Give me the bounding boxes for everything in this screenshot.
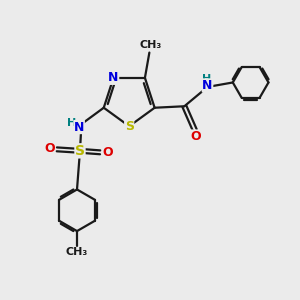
Text: S: S: [75, 144, 85, 158]
Text: O: O: [190, 130, 201, 143]
Text: N: N: [202, 79, 213, 92]
Text: H: H: [67, 118, 76, 128]
Text: H: H: [202, 74, 212, 84]
Text: O: O: [44, 142, 55, 155]
Text: O: O: [102, 146, 113, 159]
Text: S: S: [125, 120, 134, 133]
Text: CH₃: CH₃: [140, 40, 162, 50]
Text: N: N: [108, 71, 119, 84]
Text: CH₃: CH₃: [66, 248, 88, 257]
Text: N: N: [74, 121, 84, 134]
